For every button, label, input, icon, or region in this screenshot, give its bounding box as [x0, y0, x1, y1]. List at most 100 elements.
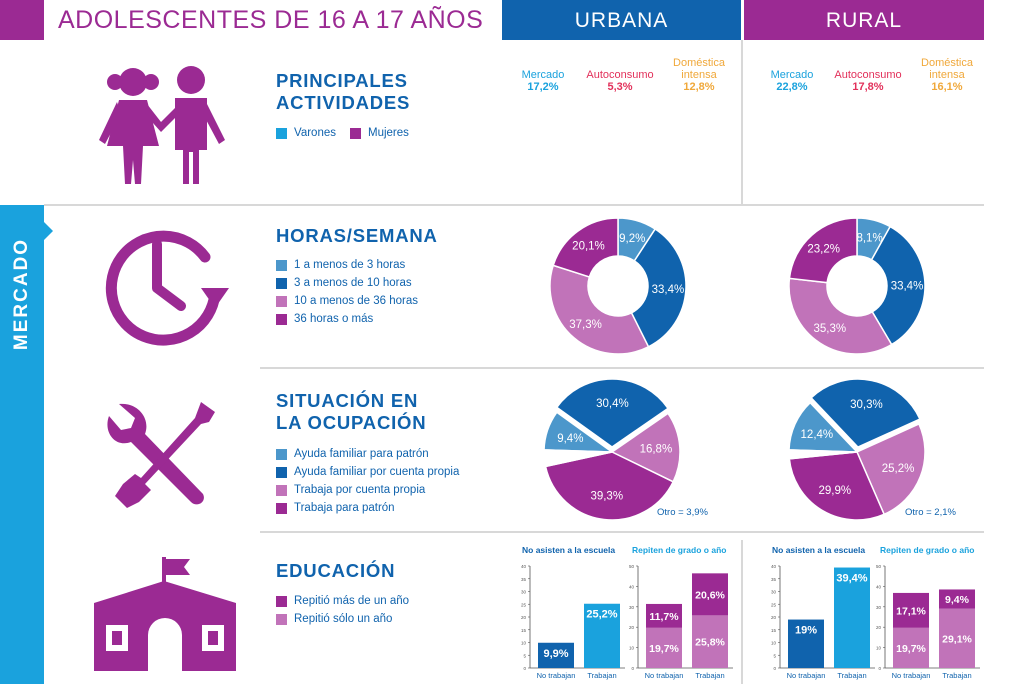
data-label: 73,0%	[760, 151, 783, 160]
category-total: 16,1%	[931, 81, 963, 93]
legend-swatch	[276, 277, 287, 289]
data-label: 23,2%	[807, 244, 840, 256]
category-name: Doméstica intensa	[673, 57, 725, 81]
category-header: Doméstica intensa 16,1%	[912, 57, 982, 93]
data-label: 39,3%	[590, 491, 623, 503]
section-divider	[44, 204, 984, 206]
data-label: 33,4%	[891, 280, 924, 292]
data-label: 9,4%	[945, 594, 970, 606]
legend-label: Trabaja para patrón	[294, 502, 395, 514]
y-tick-label: 20	[876, 625, 882, 630]
bar	[788, 619, 824, 668]
section-divider	[260, 531, 984, 533]
y-tick-label: 5	[773, 653, 776, 658]
x-tick-label: No trabajan	[537, 671, 576, 680]
category-total: 17,2%	[527, 81, 559, 93]
category-header: Autoconsumo 17,8%	[826, 69, 910, 93]
section-title-line: SITUACIÓN EN	[276, 390, 419, 411]
data-label: 65,0%	[706, 146, 729, 155]
category-total: 12,8%	[683, 81, 715, 93]
data-label: 17,1%	[896, 605, 926, 617]
data-label: 29,9%	[818, 485, 851, 497]
y-tick-label: 40	[629, 584, 635, 589]
y-tick-label: 50	[629, 564, 635, 569]
legend-situacion: Ayuda familiar para patrón Ayuda familia…	[276, 445, 459, 517]
side-label: MERCADO	[11, 237, 32, 351]
legend-swatch	[276, 502, 287, 514]
donut-slice	[870, 225, 926, 346]
page-title: ADOLESCENTES DE 16 A 17 AÑOS	[58, 6, 484, 34]
legend-swatch	[276, 466, 287, 478]
data-label: 19,7%	[649, 643, 679, 655]
y-tick-label: 40	[521, 564, 527, 569]
legend-item: Repitió sólo un año	[276, 610, 409, 628]
data-label: 9,4%	[557, 433, 583, 445]
slice-separator	[555, 147, 572, 159]
bar-segment	[646, 627, 682, 668]
bar-panel-title: Repiten de grado o año	[880, 545, 975, 555]
y-tick-label: 30	[629, 605, 635, 610]
bar	[584, 603, 620, 668]
y-tick-label: 15	[771, 628, 777, 633]
data-label: 9,2%	[619, 233, 645, 245]
data-label: 27,2%	[912, 117, 935, 126]
category-header: Mercado 17,2%	[512, 69, 574, 93]
y-tick-label: 10	[629, 646, 635, 651]
x-tick-label: Trabajan	[837, 671, 866, 680]
slice-separator	[908, 139, 927, 144]
y-tick-label: 35	[771, 577, 777, 582]
data-label: 26,1%	[626, 116, 649, 125]
y-tick-label: 25	[521, 602, 527, 607]
section-divider	[260, 367, 984, 369]
side-bar-notch	[44, 222, 53, 240]
data-label: 72,8%	[951, 151, 974, 160]
y-tick-label: 20	[771, 615, 777, 620]
data-label: 27,0%	[799, 117, 822, 126]
section-title-line: LA OCUPACIÓN	[276, 412, 427, 433]
bar-panel-title: Repiten de grado o año	[632, 545, 727, 555]
slice-separator	[881, 145, 898, 156]
category-total: 17,8%	[852, 81, 884, 93]
legend-label: 36 horas o más	[294, 313, 374, 325]
y-tick-label: 0	[631, 666, 634, 671]
legend-item: Varones	[276, 124, 336, 142]
legend-label: Ayuda familiar por cuenta propia	[294, 466, 460, 478]
column-header-urbana: URBANA	[502, 0, 741, 40]
x-tick-label: No trabajan	[892, 671, 931, 680]
y-tick-label: 10	[771, 641, 777, 646]
y-tick-label: 35	[521, 577, 527, 582]
donut-slice	[788, 277, 893, 355]
y-tick-label: 10	[521, 641, 527, 646]
pie-slice	[788, 449, 858, 460]
slice-separator	[665, 147, 681, 160]
chart-horas: 9,2% 33,4% 37,3% 20,1% 8,1% 33,4% 35,3% 23,2%	[549, 217, 926, 355]
x-tick-label: Trabajan	[695, 671, 724, 680]
donut-slice	[552, 217, 619, 278]
category-header: Autoconsumo 5,3%	[578, 69, 662, 93]
legend-label: Repitió más de un año	[294, 595, 410, 607]
section-title-situacion: SITUACIÓN EN LA OCUPACIÓN	[276, 390, 426, 434]
legend-label: 3 a menos de 10 horas	[294, 277, 412, 289]
category-header: Doméstica intensa 12,8%	[664, 57, 734, 93]
legend-item: Trabaja por cuenta propia	[276, 481, 459, 499]
legend-label: Varones	[294, 127, 336, 139]
slice-separator	[807, 139, 826, 144]
donut-slice	[788, 217, 858, 284]
bar-segment	[692, 615, 728, 668]
children-icon	[99, 66, 225, 184]
legend-swatch	[276, 259, 287, 271]
data-label: 73,9%	[588, 152, 611, 161]
legend-item: 36 horas o más	[276, 310, 418, 328]
data-label: 33,2%	[878, 121, 901, 130]
column-header-rural: RURAL	[744, 0, 984, 40]
pie-slice	[555, 378, 670, 448]
chart-actividades: 34,8% 65,2% 26,1% 73,9% 65,0% 35,0% 27,0% 73,0%…	[508, 103, 974, 161]
data-label: 34,8%	[554, 122, 577, 131]
category-name: Doméstica intensa	[921, 57, 973, 81]
legend-swatch	[276, 313, 287, 325]
data-label: 25,2%	[586, 609, 617, 621]
legend-swatch	[349, 127, 361, 139]
section-title-line: HORAS/SEMANA	[276, 225, 438, 246]
data-label: 25,8%	[695, 637, 725, 649]
y-tick-label: 30	[771, 590, 777, 595]
